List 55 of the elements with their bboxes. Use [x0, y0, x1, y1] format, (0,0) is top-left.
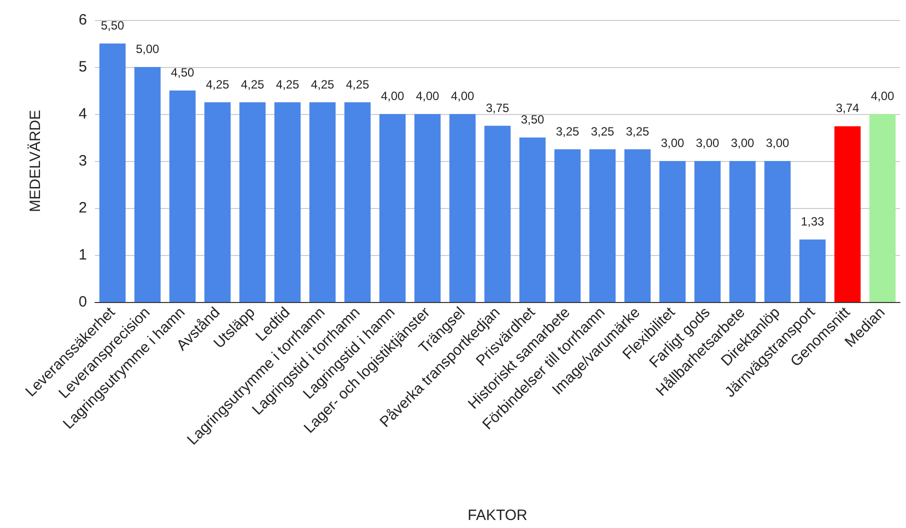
x-axis-title: FAKTOR — [468, 507, 528, 524]
y-tick-label: 0 — [78, 294, 87, 310]
bar — [659, 161, 686, 302]
y-tick-label: 5 — [78, 58, 87, 76]
bar — [239, 102, 266, 302]
bar — [624, 149, 651, 302]
data-label: 3,00 — [696, 136, 720, 150]
bar — [729, 161, 756, 302]
y-tick-label: 4 — [78, 106, 87, 122]
bar — [204, 102, 231, 302]
data-label: 5,50 — [100, 18, 124, 32]
data-label: 5,00 — [136, 42, 160, 56]
bar — [414, 114, 441, 302]
data-label: 4,00 — [450, 89, 474, 103]
data-label: 4,25 — [240, 77, 264, 92]
data-label: 3,00 — [660, 136, 684, 150]
bar — [519, 138, 546, 302]
bar — [834, 126, 861, 302]
bar — [554, 149, 581, 302]
data-label: 3,25 — [626, 124, 650, 138]
bar — [344, 102, 371, 302]
bar — [169, 90, 196, 302]
data-label: 4,25 — [206, 77, 230, 92]
bar — [764, 161, 791, 302]
bar — [869, 114, 896, 302]
data-label: 3,00 — [766, 136, 790, 150]
y-tick-label: 2 — [78, 200, 87, 216]
bar — [379, 114, 406, 302]
data-label: 4,00 — [870, 89, 894, 103]
data-label: 4,00 — [416, 89, 440, 103]
data-label: 3,00 — [730, 136, 754, 150]
data-label: 1,33 — [800, 214, 824, 228]
y-axis-title: MEDELVÄRDE — [27, 110, 44, 212]
data-label: 3,25 — [590, 124, 614, 138]
y-tick-label: 3 — [78, 152, 87, 170]
data-label: 3,74 — [836, 101, 860, 116]
y-tick-label: 1 — [78, 246, 87, 264]
bar — [99, 44, 126, 302]
bar — [694, 161, 721, 302]
data-label: 3,50 — [520, 112, 544, 126]
bar — [134, 67, 161, 302]
bar — [799, 239, 826, 302]
bar — [309, 102, 336, 302]
data-label: 3,25 — [556, 124, 580, 138]
data-label: 4,25 — [346, 77, 370, 92]
bar — [484, 126, 511, 302]
data-label: 4,00 — [380, 89, 404, 103]
bar — [274, 102, 301, 302]
data-label: 4,25 — [310, 77, 334, 92]
y-tick-label: 6 — [78, 12, 87, 28]
data-label: 4,50 — [170, 66, 194, 80]
data-label: 4,25 — [276, 77, 300, 92]
data-label: 3,75 — [486, 100, 510, 115]
bar — [589, 149, 616, 302]
bar — [449, 114, 476, 302]
